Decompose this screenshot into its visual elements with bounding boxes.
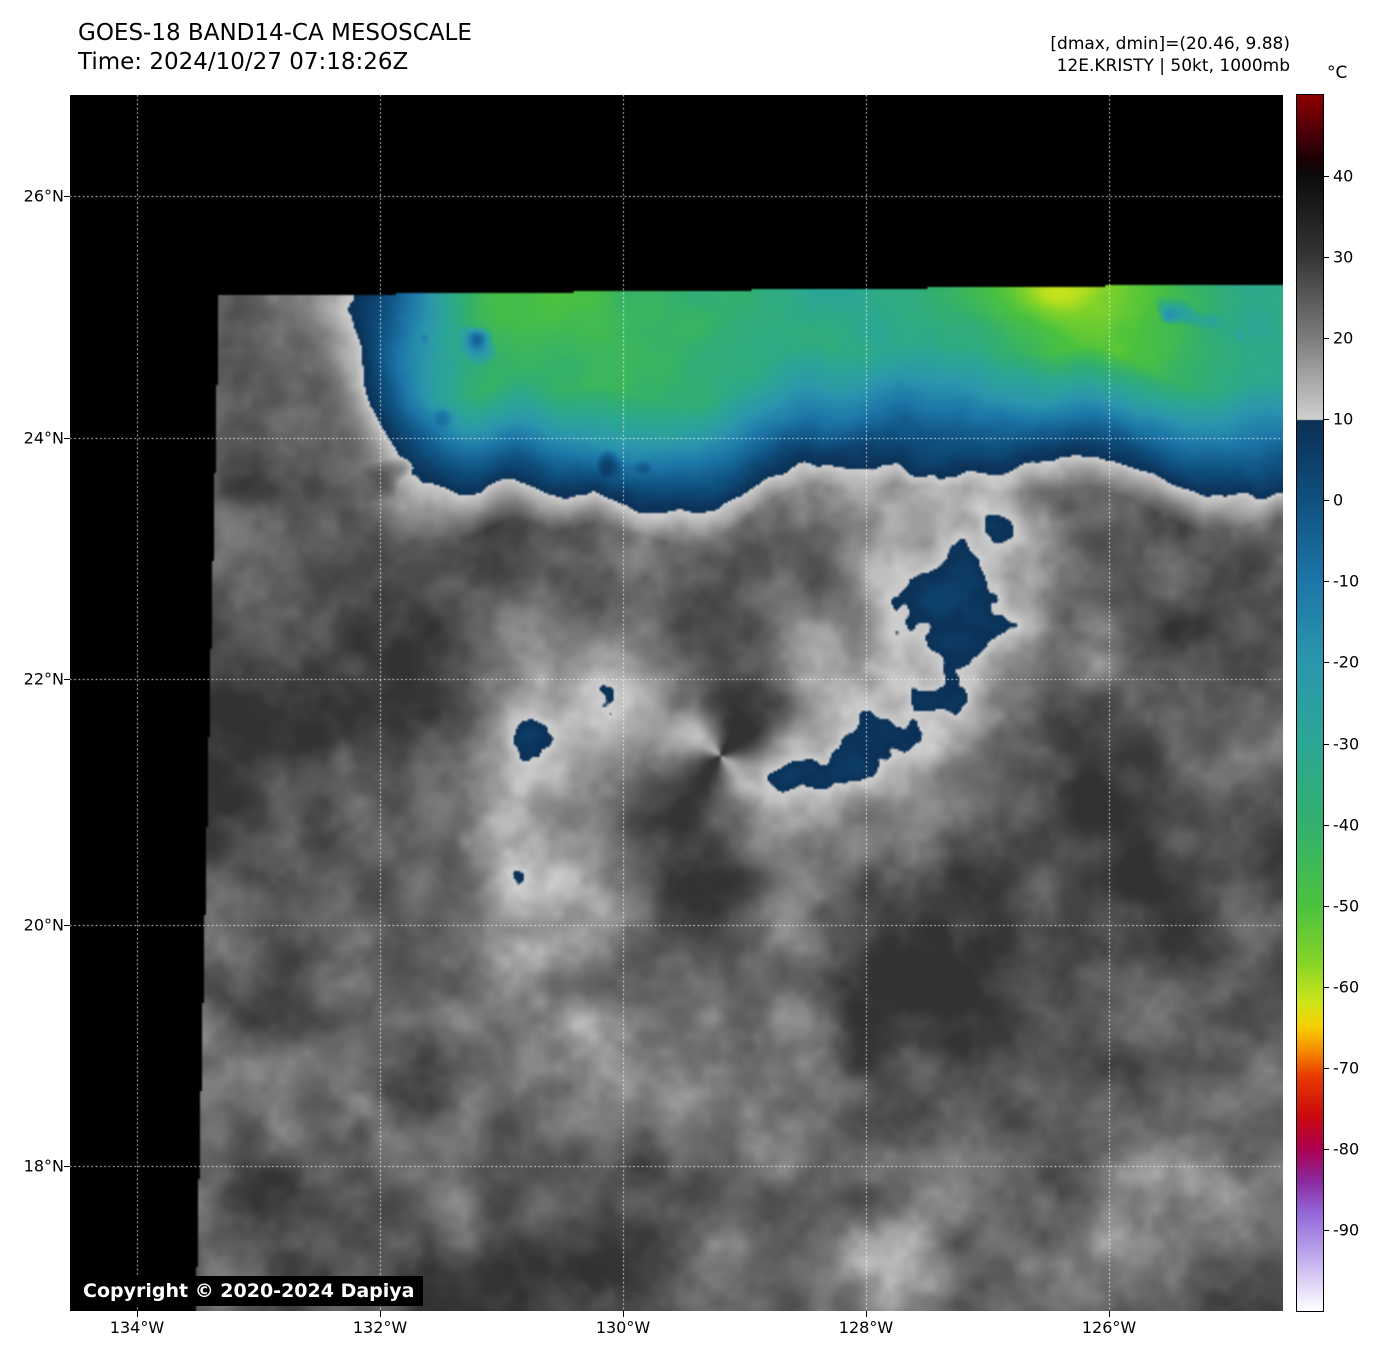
colorbar-tick-label: -10 [1333, 571, 1360, 591]
colorbar-tick-label: -90 [1333, 1220, 1360, 1240]
colorbar-tick-mark [1324, 1149, 1329, 1150]
lat-tick-label: 26°N [23, 186, 64, 206]
lat-tick-label: 24°N [23, 428, 64, 448]
lon-tick-mark [1109, 1311, 1110, 1317]
colorbar-tick-mark [1324, 825, 1329, 826]
plot-title: GOES-18 BAND14-CA MESOSCALE [78, 20, 472, 46]
copyright-label: Copyright © 2020-2024 Dapiya [74, 1276, 424, 1306]
lat-tick-mark [64, 1166, 70, 1167]
lon-tick-label: 128°W [838, 1318, 894, 1337]
colorbar-tick-mark [1324, 1230, 1329, 1231]
colorbar-tick-mark [1324, 906, 1329, 907]
colorbar-tick-label: 10 [1333, 409, 1354, 429]
satellite-image-canvas [70, 95, 1283, 1311]
colorbar-tick-label: -60 [1333, 977, 1360, 997]
lon-tick-mark [623, 1311, 624, 1317]
lat-tick-mark [64, 196, 70, 197]
colorbar-tick-label: -50 [1333, 896, 1360, 916]
colorbar-tick-label: 0 [1333, 490, 1344, 510]
colorbar-tick-mark [1324, 662, 1329, 663]
lon-tick-label: 130°W [595, 1318, 651, 1337]
colorbar-gradient-canvas [1297, 95, 1323, 1311]
storm-info-annotation: 12E.KRISTY | 50kt, 1000mb [1056, 56, 1290, 76]
plot-timestamp: Time: 2024/10/27 07:18:26Z [78, 49, 409, 75]
colorbar-tick-mark [1324, 176, 1329, 177]
colorbar-tick-mark [1324, 500, 1329, 501]
colorbar-tick-label: -70 [1333, 1058, 1360, 1078]
lon-tick-label: 126°W [1081, 1318, 1137, 1337]
colorbar-tick-label: 20 [1333, 328, 1354, 348]
satellite-map: Copyright © 2020-2024 Dapiya [70, 95, 1283, 1311]
colorbar-unit-label: °C [1327, 63, 1348, 83]
annotation-block: [dmax, dmin]=(20.46, 9.88) 12E.KRISTY | … [1050, 33, 1290, 77]
lat-tick-label: 20°N [23, 915, 64, 935]
colorbar-tick-mark [1324, 338, 1329, 339]
lat-tick-mark [64, 925, 70, 926]
colorbar-tick-label: -30 [1333, 734, 1360, 754]
lon-tick-label: 132°W [352, 1318, 408, 1337]
colorbar-tick-mark [1324, 1068, 1329, 1069]
lat-tick-label: 18°N [23, 1156, 64, 1176]
colorbar-tick-label: 30 [1333, 247, 1354, 267]
lon-tick-mark [137, 1311, 138, 1317]
dmax-dmin-annotation: [dmax, dmin]=(20.46, 9.88) [1050, 34, 1290, 54]
lat-tick-mark [64, 438, 70, 439]
lon-tick-mark [866, 1311, 867, 1317]
colorbar-tick-mark [1324, 257, 1329, 258]
lon-tick-mark [380, 1311, 381, 1317]
colorbar-tick-label: -20 [1333, 652, 1360, 672]
lon-tick-label: 134°W [109, 1318, 165, 1337]
colorbar-tick-mark [1324, 419, 1329, 420]
lat-tick-mark [64, 679, 70, 680]
colorbar-tick-label: -80 [1333, 1139, 1360, 1159]
colorbar [1296, 94, 1324, 1312]
colorbar-tick-mark [1324, 987, 1329, 988]
colorbar-tick-mark [1324, 744, 1329, 745]
lat-tick-label: 22°N [23, 669, 64, 689]
colorbar-tick-label: 40 [1333, 166, 1354, 186]
colorbar-tick-mark [1324, 581, 1329, 582]
colorbar-tick-label: -40 [1333, 815, 1360, 835]
